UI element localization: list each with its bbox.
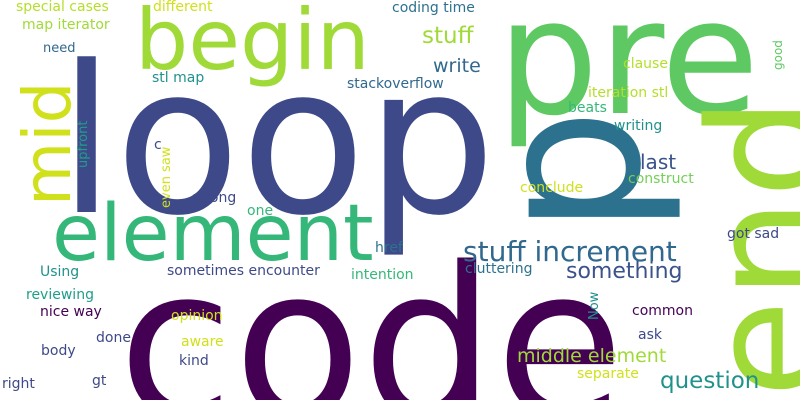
word-one: one	[247, 204, 273, 218]
word-body: body	[41, 344, 76, 358]
word-right: right	[2, 377, 35, 391]
word-nice-way: nice way	[40, 305, 102, 319]
word-mid: mid	[15, 81, 81, 206]
word-different: different	[153, 0, 212, 14]
word-something: something	[566, 261, 682, 283]
word-middle-element: middle element	[517, 347, 666, 366]
word-sometimes-encounter: sometimes encounter	[167, 264, 320, 278]
word-stuff: stuff	[422, 25, 473, 48]
word-need: need	[43, 42, 76, 55]
word-gt: gt	[92, 374, 106, 388]
word-using: Using	[40, 265, 79, 279]
word-reviewing: reviewing	[26, 288, 94, 302]
word-intention: intention	[351, 268, 414, 282]
word-special-cases: special cases	[16, 0, 109, 14]
word-aware: aware	[181, 335, 224, 349]
word-iteration-stl: iteration stl	[588, 86, 668, 100]
word-common: common	[632, 304, 693, 318]
word-construct: construct	[628, 172, 694, 186]
word-question: question	[660, 370, 759, 393]
word-stackoverflow: stackoverflow	[347, 77, 444, 91]
word-good: good	[772, 40, 784, 70]
word-kind: kind	[179, 354, 209, 368]
word-upfront: upfront	[77, 121, 90, 168]
word-end: end	[688, 97, 800, 398]
word-clause: clause	[623, 57, 668, 71]
word-got-sad: got sad	[727, 227, 779, 241]
word-write: write	[433, 57, 481, 76]
word-cluttering: cluttering	[465, 262, 532, 276]
word-done: done	[96, 331, 131, 345]
word-element: element	[52, 195, 374, 273]
word-ask: ask	[638, 328, 662, 342]
word-href: href	[375, 241, 403, 255]
word-separate: separate	[577, 367, 639, 381]
word-even-saw: even saw	[160, 147, 173, 208]
word-now: Now	[588, 292, 601, 320]
word-writing: writing	[614, 119, 662, 133]
word-stl-map: stl map	[152, 71, 204, 85]
word-conclude: conclude	[520, 181, 583, 195]
word-beats: beats	[568, 101, 607, 115]
word-wrong: wrong	[193, 191, 236, 205]
word-coding-time: coding time	[392, 1, 475, 15]
word-last: last	[640, 152, 676, 172]
word-opinion: opinion	[171, 309, 223, 323]
word-map-iterator: map iterator	[22, 18, 110, 32]
